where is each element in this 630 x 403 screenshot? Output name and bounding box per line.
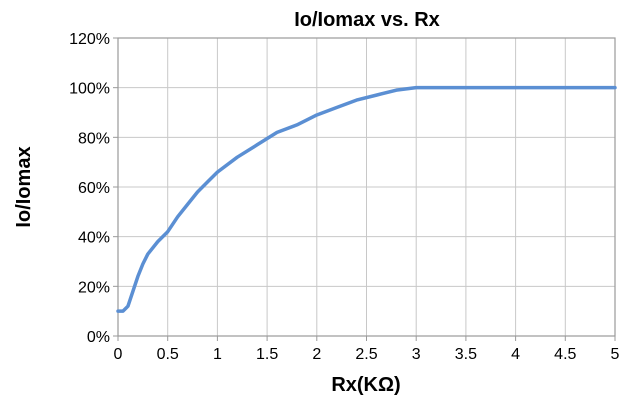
x-tick-label: 4	[511, 346, 520, 363]
series-line	[116, 85, 617, 313]
y-tick-label: 120%	[69, 31, 110, 48]
x-tick-label: 1.5	[256, 346, 278, 363]
y-tick-label: 40%	[78, 230, 110, 247]
y-tick-label: 0%	[87, 329, 110, 346]
chart-title: Io/Iomax vs. Rx	[294, 9, 440, 31]
y-tick-label: 80%	[78, 130, 110, 147]
x-tick-label: 3	[412, 346, 421, 363]
y-tick-label: 60%	[78, 180, 110, 197]
x-tick-label: 2.5	[355, 346, 377, 363]
x-tick-label: 0.5	[157, 346, 179, 363]
x-tick-label: 1	[213, 346, 222, 363]
x-tick-label: 0	[114, 346, 123, 363]
x-tick-label: 5	[611, 346, 620, 363]
x-tick-label: 2	[312, 346, 321, 363]
y-tick-label: 100%	[69, 81, 110, 98]
x-axis-label: Rx(KΩ)	[331, 374, 400, 396]
x-tick-label: 3.5	[455, 346, 477, 363]
y-axis-ticks: 0% 20% 40% 60% 80% 100% 120%	[69, 31, 118, 346]
x-axis-ticks: 0 0.5 1 1.5 2 2.5 3 3.5 4 4.5 5	[114, 336, 620, 363]
y-tick-label: 20%	[78, 279, 110, 296]
y-axis-label: Io/Iomax	[13, 146, 35, 227]
x-tick-label: 4.5	[554, 346, 576, 363]
